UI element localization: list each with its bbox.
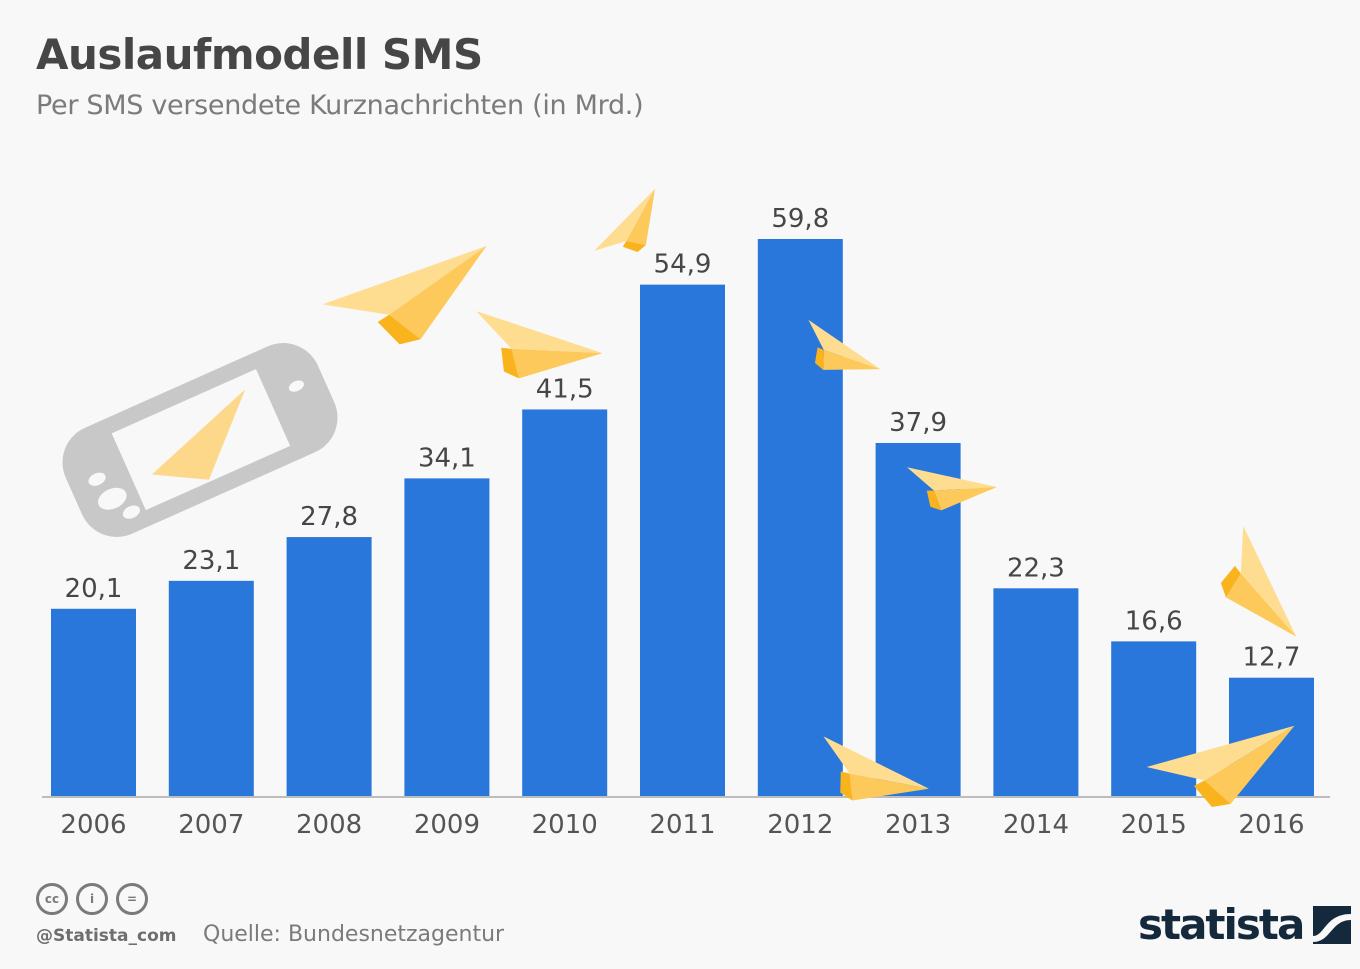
paper-plane-part (907, 467, 997, 491)
value-label-2006: 20,1 (65, 574, 123, 604)
value-label-2007: 23,1 (182, 546, 240, 576)
bar-2006 (51, 608, 136, 796)
bar-2007 (168, 580, 254, 796)
labels-layer: 20,1 2006 23,1 2007 27,8 2008 34,1 2009 41,5 2010… (60, 204, 1304, 840)
paper-plane-part (823, 349, 881, 370)
category-label-2015: 2015 (1121, 810, 1187, 840)
statista-logo-icon (1313, 905, 1352, 944)
category-label-2011: 2011 (649, 810, 715, 840)
paper-plane-part (322, 245, 487, 315)
paper-plane-part (1220, 565, 1241, 598)
phone-illustration (62, 343, 338, 537)
nd-icon[interactable]: = (116, 883, 148, 915)
paper-plane-part (377, 314, 421, 345)
value-label-2013: 37,9 (889, 408, 947, 438)
paper-plane-part (1193, 780, 1231, 807)
category-label-2012: 2012 (767, 810, 833, 840)
paper-plane-part (511, 348, 603, 379)
chart-title: Auslaufmodell SMS (36, 30, 483, 79)
category-label-2014: 2014 (1003, 810, 1069, 840)
paper-plane-part (849, 773, 929, 801)
bar-2009 (404, 478, 490, 796)
category-label-2010: 2010 (532, 810, 598, 840)
category-label-2009: 2009 (414, 810, 480, 840)
value-label-2016: 12,7 (1243, 643, 1301, 673)
value-label-2014: 22,3 (1007, 553, 1065, 583)
category-label-2008: 2008 (296, 810, 362, 840)
bar-2008 (286, 537, 372, 796)
logo-text: statista (1138, 900, 1305, 949)
paper-plane-icon (594, 188, 656, 253)
bar-2011 (640, 284, 725, 796)
paper-plane-part (1146, 725, 1295, 781)
paper-plane-part (501, 347, 519, 379)
statista-handle[interactable]: @Statista_com (36, 926, 177, 946)
paper-plane-icon (907, 467, 997, 511)
paper-plane-part (934, 487, 997, 511)
source-note: Quelle: Bundesnetzagentur (203, 922, 505, 947)
paper-plane-part (814, 347, 824, 370)
cc-icon[interactable]: cc (36, 883, 68, 915)
category-label-2013: 2013 (885, 810, 951, 840)
license-icons: cc i = (36, 883, 148, 915)
paper-plane-part (840, 771, 853, 801)
category-label-2016: 2016 (1238, 810, 1304, 840)
bar-2010 (522, 409, 608, 796)
value-label-2010: 41,5 (536, 374, 594, 404)
paper-plane-part (622, 241, 646, 253)
category-label-2007: 2007 (178, 810, 244, 840)
paper-plane-part (926, 490, 942, 511)
paper-plane-icon (1146, 725, 1295, 807)
paper-plane-part (389, 245, 487, 340)
paper-plane-part (1225, 573, 1297, 637)
statista-logo[interactable]: statista (1138, 900, 1352, 949)
value-label-2008: 27,8 (300, 502, 358, 532)
paper-plane-icon (1220, 525, 1297, 637)
bars-layer (51, 239, 1314, 796)
paper-plane-part (1204, 725, 1295, 804)
value-label-2015: 16,6 (1125, 606, 1183, 636)
paper-plane-part (1240, 525, 1297, 637)
paper-plane-icons (322, 188, 1297, 807)
value-label-2011: 54,9 (654, 250, 712, 280)
value-label-2009: 34,1 (418, 443, 476, 473)
by-icon[interactable]: i (76, 883, 108, 915)
paper-plane-part (626, 188, 656, 246)
chart-subtitle: Per SMS versendete Kurznachrichten (in M… (36, 90, 644, 121)
value-label-2012: 59,8 (771, 204, 829, 234)
bar-2012 (757, 239, 843, 796)
bar-2014 (993, 588, 1079, 796)
paper-plane-part (594, 188, 656, 251)
category-label-2006: 2006 (60, 810, 126, 840)
paper-plane-icon (322, 245, 487, 345)
